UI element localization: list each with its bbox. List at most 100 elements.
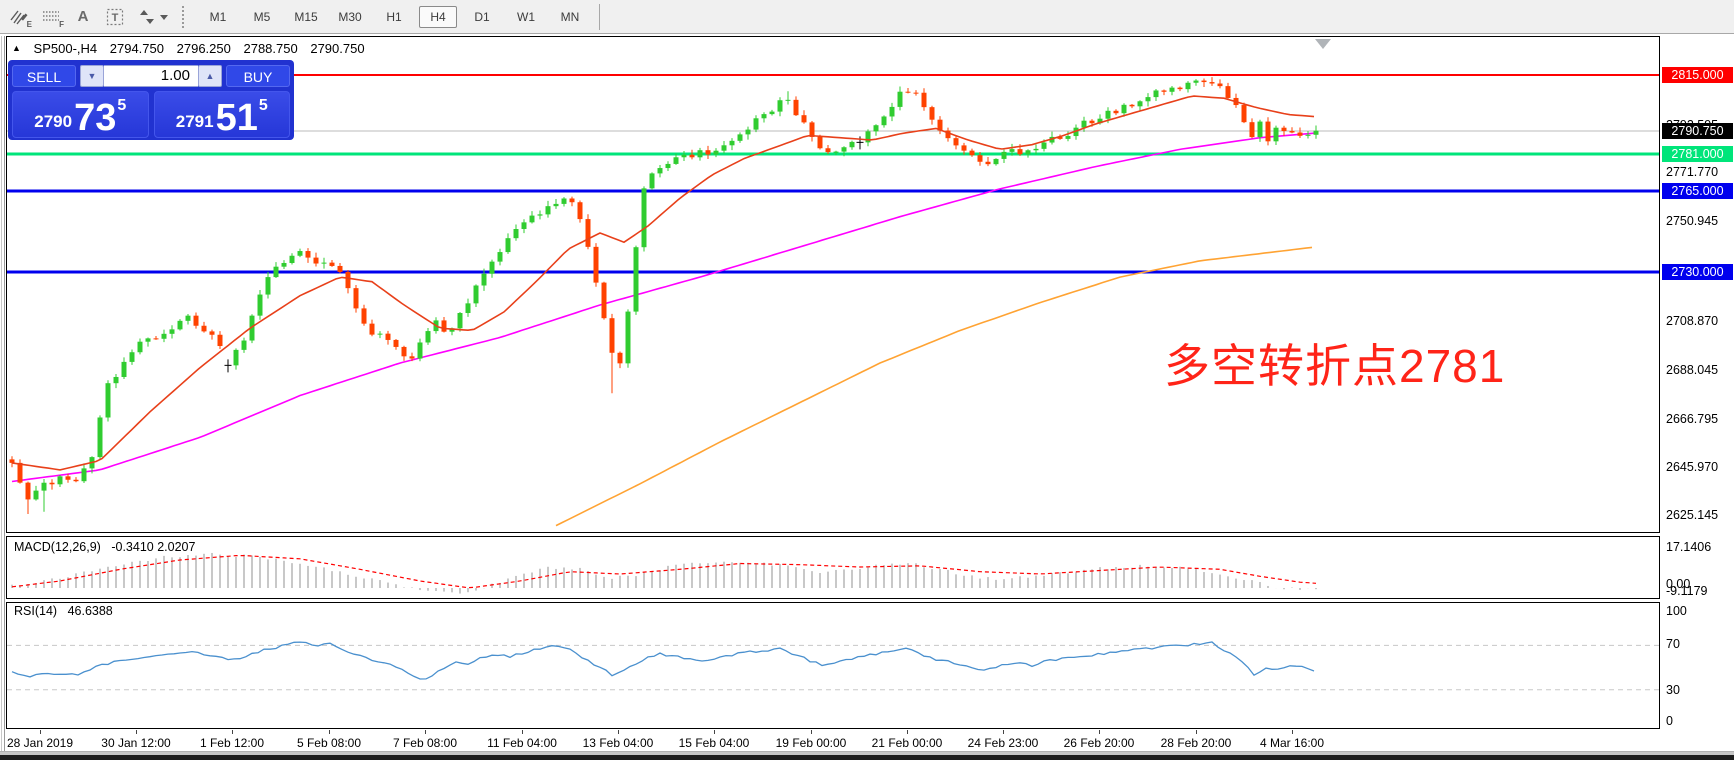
buy-price-pip: 5 bbox=[258, 97, 268, 114]
macd-signal-line bbox=[11, 555, 1317, 589]
trade-panel-row2: 2790 73 5 2791 51 5 bbox=[8, 88, 294, 141]
time-axis-tick bbox=[232, 730, 233, 734]
ma-mid-line bbox=[11, 132, 1315, 483]
time-axis-label: 1 Feb 12:00 bbox=[199, 736, 265, 750]
arrow-objects-icon[interactable] bbox=[134, 5, 170, 29]
time-axis-tick bbox=[522, 730, 523, 734]
buy-price-big: 51 bbox=[215, 96, 258, 139]
sell-button[interactable]: SELL bbox=[12, 64, 76, 87]
arrow-down-marker[interactable] bbox=[1315, 39, 1331, 49]
time-axis-label: 13 Feb 04:00 bbox=[582, 736, 654, 750]
chart-plot[interactable] bbox=[0, 34, 1734, 760]
buy-price-button[interactable]: 2791 51 5 bbox=[153, 91, 290, 139]
time-axis-label: 4 Mar 16:00 bbox=[1259, 736, 1325, 750]
rsi-name: RSI(14) bbox=[14, 604, 58, 618]
text-box-icon[interactable]: T bbox=[102, 5, 128, 29]
timeframe-m1[interactable]: M1 bbox=[209, 9, 227, 24]
time-axis-label: 19 Feb 00:00 bbox=[775, 736, 847, 750]
time-axis-label: 5 Feb 08:00 bbox=[296, 736, 362, 750]
timeframe-h4[interactable]: H4 bbox=[419, 5, 457, 28]
time-axis-tick bbox=[1003, 730, 1004, 734]
ohlc-low: 2788.750 bbox=[243, 41, 298, 56]
time-axis-label: 24 Feb 23:00 bbox=[967, 736, 1039, 750]
indicator-grid-icon[interactable]: F bbox=[38, 5, 64, 29]
price-axis-tick: 2708.870 bbox=[1666, 314, 1719, 328]
svg-text:T: T bbox=[112, 12, 119, 24]
time-axis-tick bbox=[329, 730, 330, 734]
macd-axis-tick: 17.1406 bbox=[1666, 540, 1712, 554]
timeframe-d1[interactable]: D1 bbox=[474, 9, 490, 24]
sell-price-pip: 5 bbox=[117, 97, 127, 114]
sell-price-stem: 2790 bbox=[34, 112, 73, 131]
timeframe-h1[interactable]: H1 bbox=[386, 9, 402, 24]
time-axis-tick bbox=[811, 730, 812, 734]
time-axis-label: 26 Feb 20:00 bbox=[1063, 736, 1135, 750]
price-axis-tick: 2771.770 bbox=[1666, 165, 1719, 179]
volume-decrease-button[interactable]: ▼ bbox=[80, 64, 104, 87]
macd-histogram bbox=[11, 552, 1317, 594]
macd-label: MACD(12,26,9) -0.3410 2.0207 bbox=[14, 540, 202, 554]
volume-increase-button[interactable]: ▲ bbox=[198, 64, 222, 87]
time-axis-tick bbox=[425, 730, 426, 734]
time-axis-tick bbox=[136, 730, 137, 734]
rsi-label: RSI(14) 46.6388 bbox=[14, 604, 120, 618]
macd-axis-tick: -9.1179 bbox=[1666, 584, 1708, 598]
buy-price-stem: 2791 bbox=[175, 112, 214, 131]
macd-name: MACD(12,26,9) bbox=[14, 540, 101, 554]
candles-group bbox=[9, 77, 1319, 515]
time-axis-tick bbox=[907, 730, 908, 734]
caret-up-icon: ▲ bbox=[205, 70, 215, 81]
timeframe-mn[interactable]: MN bbox=[560, 9, 580, 24]
timeframe-m30[interactable]: M30 bbox=[338, 9, 362, 24]
time-axis-tick bbox=[618, 730, 619, 734]
toolbar-separator-handle[interactable] bbox=[180, 5, 185, 28]
caret-down-icon: ▼ bbox=[87, 70, 97, 81]
price-axis-badge: 2815.000 bbox=[1662, 67, 1733, 83]
buy-button[interactable]: BUY bbox=[226, 64, 290, 87]
price-axis-badge: 2790.750 bbox=[1662, 123, 1733, 139]
rsi-axis-tick: 70 bbox=[1666, 637, 1680, 651]
time-axis-tick bbox=[1196, 730, 1197, 734]
trade-panel: SELL ▼ ▲ BUY 2790 73 5 2791 51 5 bbox=[8, 60, 294, 140]
symbol-period-label: SP500-,H4 bbox=[33, 41, 98, 56]
taskbar-edge bbox=[0, 755, 1734, 760]
price-axis-badge: 2781.000 bbox=[1662, 146, 1733, 162]
time-axis-label: 11 Feb 04:00 bbox=[487, 736, 557, 750]
time-axis-label: 30 Jan 12:00 bbox=[101, 736, 171, 750]
toolbar: E F A T M1 M5 M15 M30 H1 H4 bbox=[0, 0, 1734, 34]
timeframe-w1[interactable]: W1 bbox=[517, 9, 535, 24]
ohlc-close: 2790.750 bbox=[310, 41, 365, 56]
ohlc-high: 2796.250 bbox=[176, 41, 231, 56]
time-axis-label: 28 Feb 20:00 bbox=[1160, 736, 1232, 750]
price-axis-tick: 2688.045 bbox=[1666, 363, 1719, 377]
trade-panel-row1: SELL ▼ ▲ BUY bbox=[8, 60, 294, 88]
volume-input[interactable] bbox=[104, 64, 198, 87]
time-axis-label: 15 Feb 04:00 bbox=[678, 736, 750, 750]
rsi-axis-tick: 30 bbox=[1666, 683, 1680, 697]
ohlc-open: 2794.750 bbox=[109, 41, 164, 56]
price-axis-tick: 2750.945 bbox=[1666, 214, 1719, 228]
price-axis-badge: 2765.000 bbox=[1662, 183, 1733, 199]
rsi-axis-tick: 100 bbox=[1666, 604, 1687, 618]
time-axis-label: 21 Feb 00:00 bbox=[871, 736, 943, 750]
time-axis-label: 7 Feb 08:00 bbox=[392, 736, 458, 750]
text-label-icon[interactable]: A bbox=[77, 8, 89, 25]
sell-price-big: 73 bbox=[74, 96, 117, 139]
price-axis-tick: 2645.970 bbox=[1666, 460, 1719, 474]
draw-channel-icon[interactable]: E bbox=[6, 5, 32, 29]
window-bottom-edge bbox=[0, 752, 1734, 760]
price-axis-tick: 2666.795 bbox=[1666, 412, 1719, 426]
rsi-group bbox=[7, 641, 1659, 691]
macd-values: -0.3410 2.0207 bbox=[111, 540, 196, 554]
collapse-arrow-icon[interactable]: ▲ bbox=[12, 43, 21, 53]
turning-point-annotation: 多空转折点2781 bbox=[1164, 340, 1506, 392]
sell-price-button[interactable]: 2790 73 5 bbox=[12, 91, 149, 138]
price-axis-badge: 2730.000 bbox=[1662, 264, 1733, 280]
time-axis-label: 28 Jan 2019 bbox=[6, 736, 74, 750]
timeframe-m15[interactable]: M15 bbox=[294, 9, 318, 24]
ma-slow-line bbox=[555, 246, 1313, 527]
time-axis-tick bbox=[40, 730, 41, 734]
ma-fast-line bbox=[11, 95, 1315, 471]
timeframe-m5[interactable]: M5 bbox=[253, 9, 271, 24]
